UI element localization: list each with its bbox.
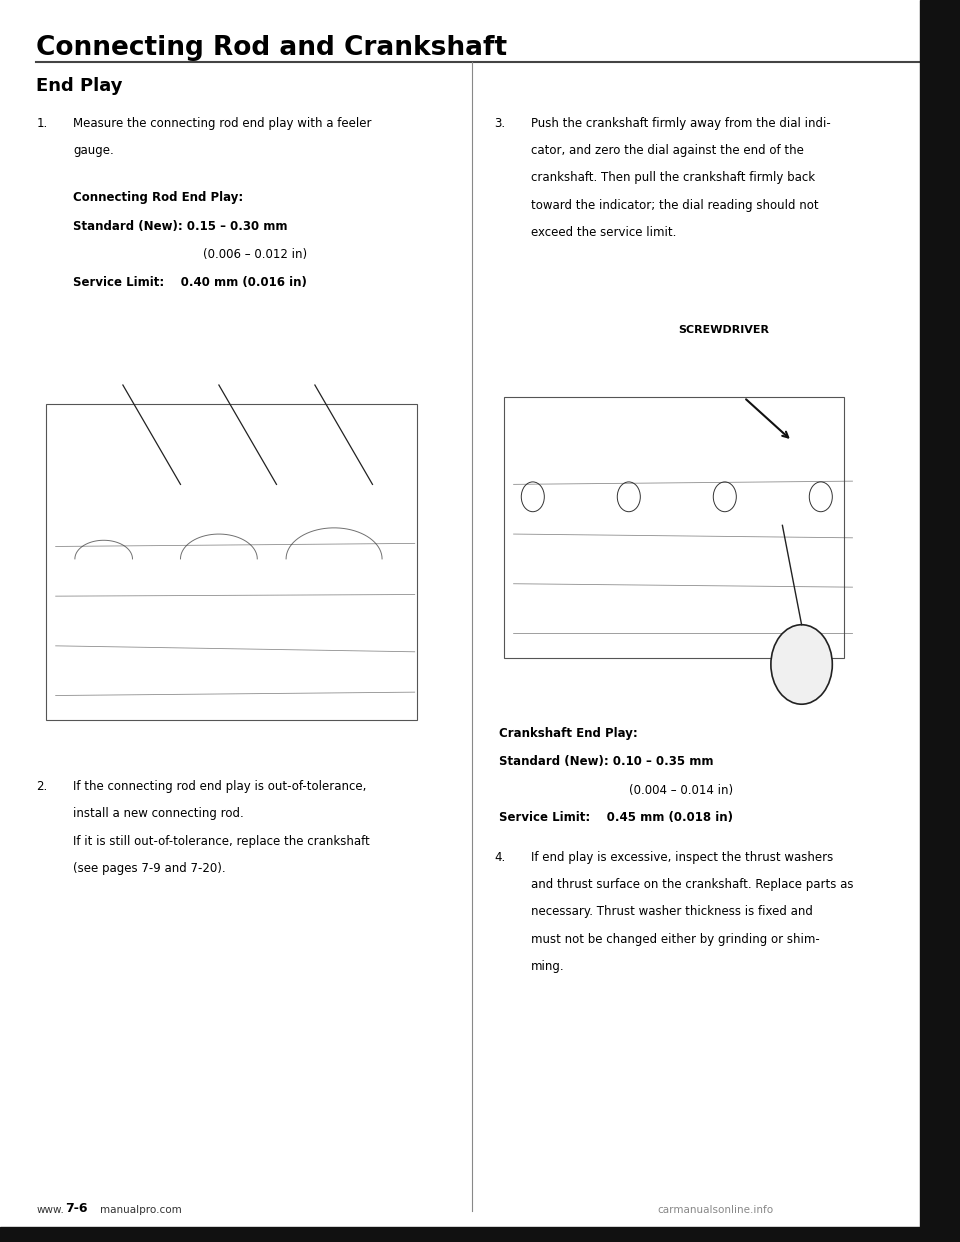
Text: toward the indicator; the dial reading should not: toward the indicator; the dial reading s… <box>531 199 819 211</box>
Text: manualpro.com: manualpro.com <box>100 1205 181 1215</box>
Text: (0.004 – 0.014 in): (0.004 – 0.014 in) <box>629 784 732 796</box>
Text: must not be changed either by grinding or shim-: must not be changed either by grinding o… <box>531 933 820 945</box>
Text: 4.: 4. <box>494 851 506 863</box>
Text: 7-6: 7-6 <box>65 1202 87 1215</box>
Text: (0.006 – 0.012 in): (0.006 – 0.012 in) <box>203 248 306 261</box>
Bar <box>46 404 417 720</box>
Text: 2.: 2. <box>36 780 48 792</box>
Bar <box>504 397 844 658</box>
Text: Service Limit:    0.45 mm (0.018 in): Service Limit: 0.45 mm (0.018 in) <box>499 811 733 823</box>
Text: carmanualsonline.info: carmanualsonline.info <box>658 1205 774 1215</box>
Text: www.: www. <box>36 1205 64 1215</box>
Text: cator, and zero the dial against the end of the: cator, and zero the dial against the end… <box>531 144 804 156</box>
Text: If the connecting rod end play is out-of-tolerance,: If the connecting rod end play is out-of… <box>73 780 367 792</box>
Bar <box>27 335 463 758</box>
Text: If end play is excessive, inspect the thrust washers: If end play is excessive, inspect the th… <box>531 851 833 863</box>
Text: Push the crankshaft firmly away from the dial indi-: Push the crankshaft firmly away from the… <box>531 117 830 129</box>
Text: gauge.: gauge. <box>73 144 113 156</box>
Text: install a new connecting rod.: install a new connecting rod. <box>73 807 244 820</box>
Text: and thrust surface on the crankshaft. Replace parts as: and thrust surface on the crankshaft. Re… <box>531 878 853 891</box>
Text: ming.: ming. <box>531 960 564 972</box>
Text: crankshaft. Then pull the crankshaft firmly back: crankshaft. Then pull the crankshaft fir… <box>531 171 815 184</box>
Circle shape <box>771 625 832 704</box>
Text: exceed the service limit.: exceed the service limit. <box>531 226 676 238</box>
Text: Service Limit:    0.40 mm (0.016 in): Service Limit: 0.40 mm (0.016 in) <box>73 276 307 288</box>
Text: Standard (New): 0.15 – 0.30 mm: Standard (New): 0.15 – 0.30 mm <box>73 220 287 232</box>
Text: 1.: 1. <box>36 117 48 129</box>
Bar <box>485 335 910 708</box>
Text: (see pages 7-9 and 7-20).: (see pages 7-9 and 7-20). <box>73 862 226 874</box>
Text: Crankshaft End Play:: Crankshaft End Play: <box>499 727 638 739</box>
Text: SCREWDRIVER: SCREWDRIVER <box>678 325 769 335</box>
Text: Connecting Rod End Play:: Connecting Rod End Play: <box>73 191 243 204</box>
Text: 3.: 3. <box>494 117 506 129</box>
Text: Measure the connecting rod end play with a feeler: Measure the connecting rod end play with… <box>73 117 372 129</box>
Text: If it is still out-of-tolerance, replace the crankshaft: If it is still out-of-tolerance, replace… <box>73 835 370 847</box>
Bar <box>0 1227 960 1242</box>
Text: End Play: End Play <box>36 77 123 94</box>
Text: necessary. Thrust washer thickness is fixed and: necessary. Thrust washer thickness is fi… <box>531 905 813 918</box>
Bar <box>920 0 960 1242</box>
Text: Standard (New): 0.10 – 0.35 mm: Standard (New): 0.10 – 0.35 mm <box>499 755 713 768</box>
Text: Connecting Rod and Crankshaft: Connecting Rod and Crankshaft <box>36 35 508 61</box>
